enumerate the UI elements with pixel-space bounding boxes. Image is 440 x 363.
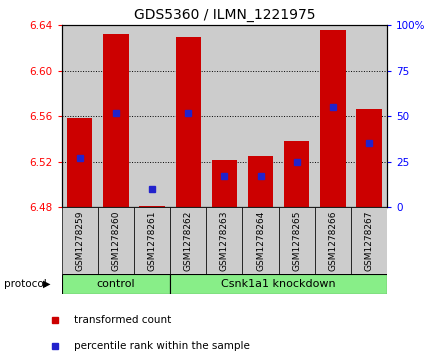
Bar <box>62 274 170 294</box>
Bar <box>320 30 345 207</box>
Bar <box>134 25 170 207</box>
Text: Csnk1a1 knockdown: Csnk1a1 knockdown <box>221 279 336 289</box>
Text: GSM1278264: GSM1278264 <box>256 210 265 271</box>
Bar <box>212 160 237 207</box>
Bar <box>98 207 134 274</box>
Text: ▶: ▶ <box>43 279 51 289</box>
Bar <box>139 206 165 207</box>
Bar <box>242 25 279 207</box>
Text: transformed count: transformed count <box>74 315 171 325</box>
Bar <box>62 25 98 207</box>
Text: percentile rank within the sample: percentile rank within the sample <box>74 341 250 351</box>
Text: GSM1278261: GSM1278261 <box>147 210 157 271</box>
Bar <box>62 207 98 274</box>
Text: GSM1278263: GSM1278263 <box>220 210 229 271</box>
Text: control: control <box>96 279 135 289</box>
Bar <box>103 34 128 207</box>
Bar <box>351 25 387 207</box>
Bar <box>176 37 201 207</box>
Bar <box>98 25 134 207</box>
Bar <box>242 207 279 274</box>
Text: GSM1278259: GSM1278259 <box>75 210 84 271</box>
Bar <box>315 25 351 207</box>
Title: GDS5360 / ILMN_1221975: GDS5360 / ILMN_1221975 <box>134 8 315 22</box>
Bar <box>67 118 92 207</box>
Bar <box>170 207 206 274</box>
Bar <box>279 207 315 274</box>
Bar <box>206 25 242 207</box>
Bar <box>351 207 387 274</box>
Text: GSM1278260: GSM1278260 <box>111 210 121 271</box>
Bar <box>356 109 382 207</box>
Bar <box>134 207 170 274</box>
Bar <box>284 141 309 207</box>
Bar <box>170 25 206 207</box>
Bar <box>248 156 273 207</box>
Bar <box>170 274 387 294</box>
Text: protocol: protocol <box>4 279 47 289</box>
Bar <box>279 25 315 207</box>
Text: GSM1278267: GSM1278267 <box>365 210 374 271</box>
Text: GSM1278266: GSM1278266 <box>328 210 337 271</box>
Text: GSM1278265: GSM1278265 <box>292 210 301 271</box>
Bar <box>206 207 242 274</box>
Text: GSM1278262: GSM1278262 <box>184 210 193 271</box>
Bar <box>315 207 351 274</box>
